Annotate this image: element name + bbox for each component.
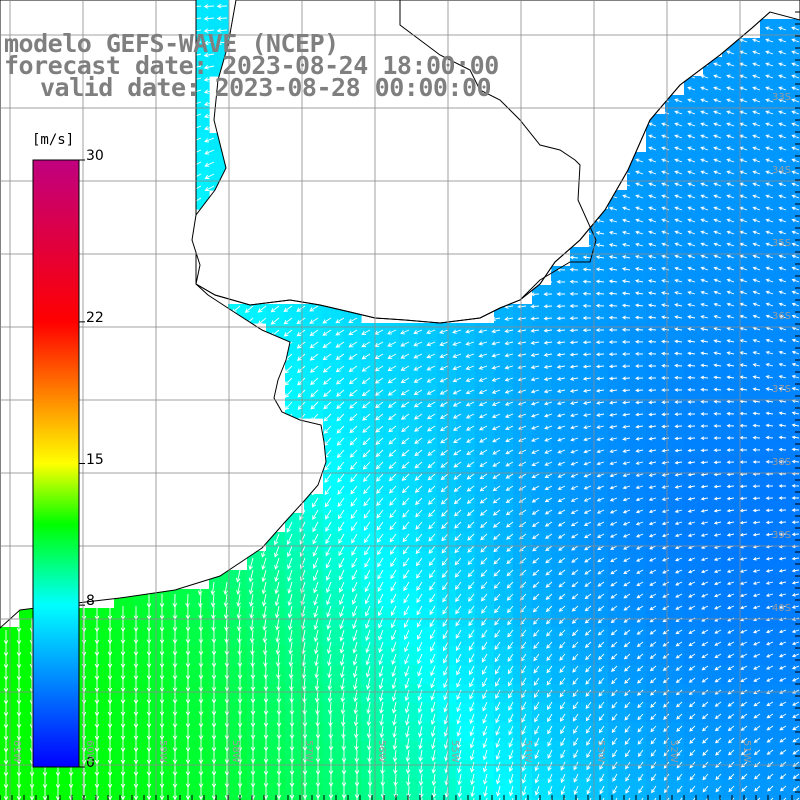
longitude-label: 51W bbox=[741, 740, 752, 763]
longitude-label: 52W bbox=[668, 740, 679, 763]
longitude-label: 60W bbox=[84, 740, 95, 763]
title-valid-date: valid date: 2023-08-28 00:00:00 bbox=[40, 73, 492, 102]
longitude-label: 56W bbox=[376, 740, 387, 763]
colorbar bbox=[32, 159, 85, 768]
colorbar-tick-label: 15 bbox=[86, 451, 104, 468]
colorbar-gradient bbox=[32, 159, 80, 768]
wind-arrows bbox=[3, 3, 800, 800]
colorbar-tick-label: 30 bbox=[86, 148, 104, 164]
latitude-label: 38S bbox=[772, 457, 792, 468]
longitude-label: 58W bbox=[230, 740, 241, 763]
colorbar-tick-marks bbox=[79, 159, 85, 768]
longitude-label: 59W bbox=[157, 740, 168, 763]
land-mass-argentina bbox=[0, 0, 327, 629]
colorbar-units: [m/s] bbox=[32, 132, 75, 148]
latitude-label: 40S bbox=[772, 603, 792, 614]
longitude-label: 54W bbox=[522, 740, 533, 763]
colorbar-tick-label: 22 bbox=[86, 309, 104, 326]
country-border bbox=[399, 0, 597, 301]
latitude-label: 37S bbox=[772, 384, 792, 395]
colorbar-tick-label: 0 bbox=[86, 755, 95, 771]
colorbar-tick-label: 8 bbox=[86, 593, 95, 610]
latitude-label: 34S bbox=[772, 165, 792, 176]
latitude-label: 36S bbox=[772, 311, 792, 322]
latitude-label: 35S bbox=[772, 238, 792, 249]
latitude-label: 39S bbox=[772, 530, 792, 541]
bay-coastline bbox=[195, 11, 771, 324]
longitude-label: 57W bbox=[303, 740, 314, 763]
latitude-label: 33S bbox=[772, 92, 792, 103]
longitude-label: 55W bbox=[449, 740, 460, 763]
longitude-label: 61W bbox=[11, 740, 22, 763]
title-model: modelo GEFS-WAVE (NCEP) bbox=[4, 29, 339, 58]
title-forecast-date: forecast date: 2023-08-24 18:00:00 bbox=[4, 51, 499, 80]
longitude-label: 53W bbox=[595, 740, 606, 763]
